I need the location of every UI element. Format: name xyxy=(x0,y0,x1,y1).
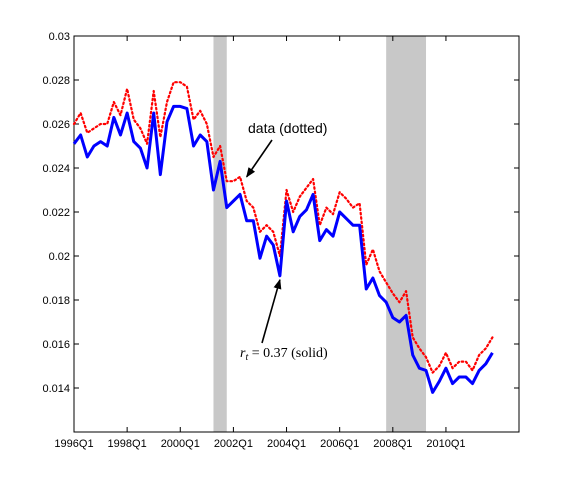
series-line-rt-solid xyxy=(72,104,494,394)
annotation-arrow-data xyxy=(246,139,273,178)
annotation-arrow-rt xyxy=(261,278,282,344)
x-axis: 1996Q1 1998Q1 2000Q1 2002Q1 2004Q1 2006Q1 2008… xyxy=(54,36,466,450)
y-tick-label: 0.018 xyxy=(42,295,70,307)
recession-band-1 xyxy=(213,36,227,432)
y-tick-label: 0.022 xyxy=(42,207,70,219)
x-tick-label: 1996Q1 xyxy=(54,438,93,450)
recession-band-2 xyxy=(386,36,427,432)
series-lines xyxy=(72,81,494,394)
annotations: data (dotted) rt = 0.37 (solid) xyxy=(240,120,328,363)
annotation-data-dotted: data (dotted) xyxy=(248,120,327,136)
x-tick-label: 2008Q1 xyxy=(373,438,412,450)
x-tick-label: 2004Q1 xyxy=(267,438,306,450)
y-tick-label: 0.014 xyxy=(42,383,70,395)
y-tick-label: 0.016 xyxy=(42,339,70,351)
y-tick-label: 0.028 xyxy=(42,75,70,87)
y-tick-label: 0.02 xyxy=(49,251,70,263)
y-tick-label: 0.03 xyxy=(49,31,70,43)
y-tick-label: 0.026 xyxy=(42,119,70,131)
y-axis: 0.014 0.016 0.018 0.02 0.022 0.024 0.026 0.028 0… xyxy=(42,31,519,395)
annotation-rt-solid: rt = 0.37 (solid) xyxy=(240,346,328,363)
x-tick-label: 2000Q1 xyxy=(161,438,200,450)
y-tick-label: 0.024 xyxy=(42,163,70,175)
x-tick-label: 2002Q1 xyxy=(214,438,253,450)
x-tick-label: 1998Q1 xyxy=(108,438,147,450)
x-tick-label: 2006Q1 xyxy=(320,438,359,450)
plot-area xyxy=(73,35,520,433)
x-tick-label: 2010Q1 xyxy=(426,438,465,450)
